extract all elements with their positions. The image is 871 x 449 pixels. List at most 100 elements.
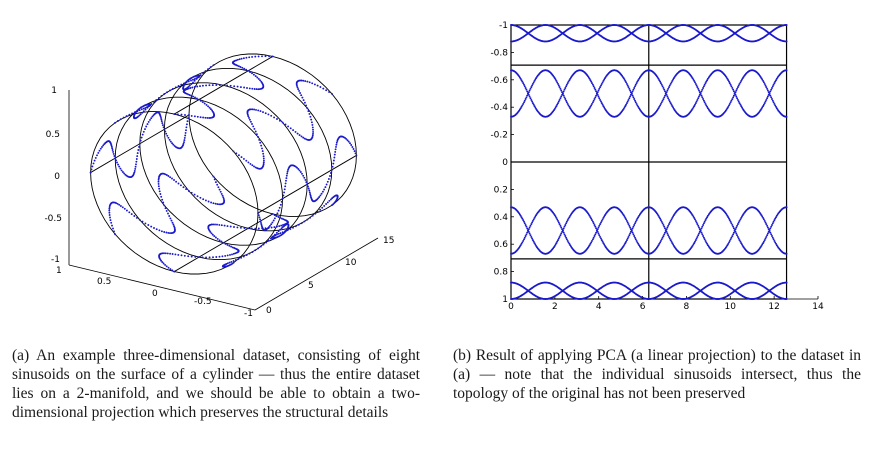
cylinder-point [163, 93, 166, 95]
cylinder-point [157, 177, 160, 180]
cylinder-point [311, 135, 314, 138]
cylinder-point [205, 256, 208, 259]
cylinder-point [302, 79, 305, 82]
pca-point [770, 225, 773, 228]
cylinder-point [255, 133, 258, 136]
cylinder-point [309, 194, 312, 197]
cylinder-point [261, 150, 264, 153]
pca-point [768, 92, 771, 95]
pca-point [591, 82, 593, 85]
cylinder-point [173, 226, 176, 229]
pca-point [591, 102, 593, 105]
cylinder-point [239, 86, 242, 89]
cylinder-point [253, 127, 256, 130]
cylinder-point [165, 174, 168, 176]
cylinder-point [218, 84, 221, 87]
cylinder-point [204, 70, 207, 73]
pca-point [697, 234, 700, 237]
pca-point [702, 224, 705, 226]
cylinder-point [325, 183, 328, 186]
cylinder-point [169, 140, 172, 143]
cylinder-point [201, 256, 204, 259]
cylinder-point [323, 204, 326, 207]
pca-point [769, 227, 772, 230]
pca-point [785, 281, 788, 284]
cylinder-point [118, 203, 121, 206]
pca-point [594, 225, 597, 228]
cylinder-point [279, 228, 282, 231]
cylinder-point [306, 107, 309, 110]
cylinder-point [267, 226, 270, 229]
cylinder-point [213, 178, 216, 181]
cylinder-point [283, 191, 286, 194]
cylinder-point [147, 120, 150, 123]
cylinder-point [327, 178, 330, 180]
cylinder-sinusoid-0 [89, 111, 190, 179]
pca-ytick-label-9: -0.8 [490, 48, 508, 58]
cylinder-point [108, 206, 111, 208]
z-tick-neg1: -1 [51, 255, 60, 265]
pca-point [732, 94, 735, 97]
cylinder-3d-plot: 1 0.5 0 -0.5 -1 1 0.5 0 -0.5 -1 0 5 10 1… [44, 53, 394, 319]
pca-point [700, 231, 703, 234]
cylinder-point [193, 86, 196, 88]
pca-point [632, 225, 635, 228]
cylinder-point [165, 231, 168, 234]
cylinder-point [196, 85, 199, 88]
pca-point [735, 89, 738, 92]
cylinder-point [180, 254, 183, 257]
pca-point [731, 98, 734, 101]
pca-point [663, 88, 666, 91]
pca-point [701, 233, 704, 236]
cylinder-point [193, 115, 196, 118]
pca-point [701, 88, 704, 91]
pca-point [664, 90, 666, 93]
cylinder-point [273, 116, 276, 119]
cylinder-point [218, 203, 221, 206]
pca-point [730, 85, 733, 88]
pca-point [736, 87, 739, 90]
cylinder-point [234, 259, 237, 261]
cylinder-point [317, 197, 320, 200]
cylinder-point [257, 136, 260, 138]
cylinder-point [163, 252, 165, 255]
cylinder-point [171, 269, 174, 272]
cylinder-point [91, 165, 94, 168]
cylinder-point [330, 204, 333, 207]
pca-point [599, 223, 602, 226]
cylinder-point [185, 188, 188, 191]
cylinder-point [183, 139, 186, 142]
cylinder-point [157, 180, 160, 183]
cylinder-point [164, 263, 167, 266]
cylinder-point [187, 87, 190, 90]
cylinder-point [163, 231, 166, 233]
cylinder-point [249, 108, 252, 111]
pca-point [666, 95, 669, 98]
y-tick-5: 5 [308, 281, 314, 291]
cylinder-point [138, 218, 141, 221]
cylinder-point [252, 73, 255, 76]
pca-point [732, 96, 735, 99]
pca-point [785, 206, 788, 209]
cylinder-point [265, 241, 268, 244]
pca-point [633, 87, 636, 89]
cylinder-point [210, 201, 213, 204]
pca-point [730, 236, 733, 239]
pca-point [697, 97, 700, 100]
cylinder-point [249, 162, 252, 165]
pca-point [765, 235, 768, 238]
pca-point [700, 227, 703, 230]
cylinder-point [122, 116, 125, 119]
cylinder-point [267, 113, 270, 116]
cylinder-point [177, 182, 180, 185]
cylinder-point [142, 130, 145, 133]
cylinder-point [257, 247, 260, 250]
cylinder-point [214, 223, 216, 226]
pca-point [527, 230, 530, 233]
cylinder-point [228, 244, 231, 247]
cylinder-point [318, 196, 321, 198]
cylinder-point [169, 252, 172, 255]
cylinder-point [171, 177, 173, 180]
pca-point [700, 94, 703, 97]
cylinder-point [118, 165, 121, 168]
